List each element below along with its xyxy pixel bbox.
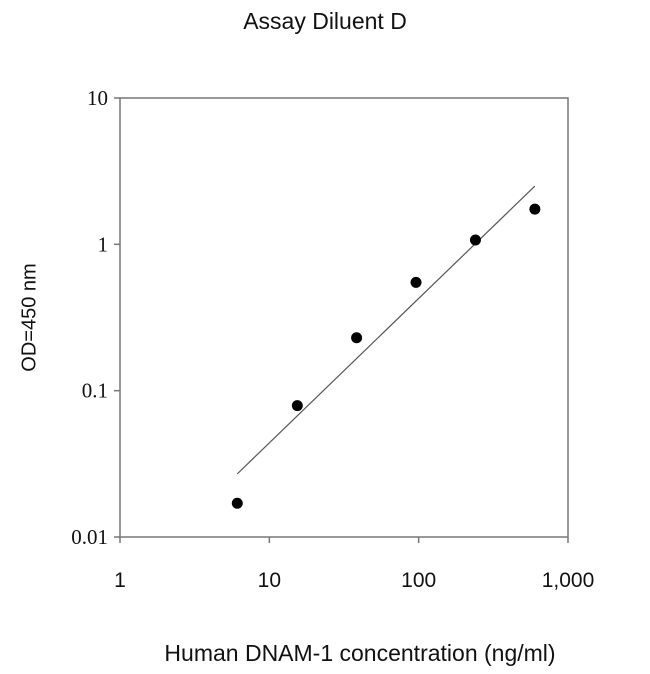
y-tick-labels: 10 1 0.1 0.01 bbox=[71, 86, 108, 549]
x-axis-label: Human DNAM-1 concentration (ng/ml) bbox=[164, 640, 556, 666]
axes bbox=[119, 97, 569, 538]
regression-line bbox=[236, 185, 536, 475]
data-point bbox=[231, 497, 243, 509]
data-point bbox=[291, 400, 303, 412]
x-tick-label: 1 bbox=[114, 569, 126, 592]
y-ticks bbox=[114, 97, 120, 538]
y-tick-label: 0.01 bbox=[71, 525, 108, 549]
x-ticks bbox=[119, 537, 569, 543]
y-tick-label: 1 bbox=[98, 232, 109, 256]
chart-title: Assay Diluent D bbox=[243, 8, 407, 34]
data-point bbox=[410, 276, 422, 288]
data-point bbox=[529, 203, 541, 215]
data-points bbox=[231, 203, 541, 509]
x-tick-label: 1,000 bbox=[542, 569, 595, 592]
data-point bbox=[351, 332, 363, 344]
fit-line bbox=[236, 185, 536, 475]
x-tick-label: 100 bbox=[401, 569, 436, 592]
data-point bbox=[469, 234, 481, 246]
y-tick-label: 10 bbox=[87, 86, 108, 110]
y-tick-label: 0.1 bbox=[82, 379, 108, 403]
x-tick-label: 10 bbox=[258, 569, 281, 592]
x-tick-labels: 1 10 100 1,000 bbox=[114, 569, 594, 592]
